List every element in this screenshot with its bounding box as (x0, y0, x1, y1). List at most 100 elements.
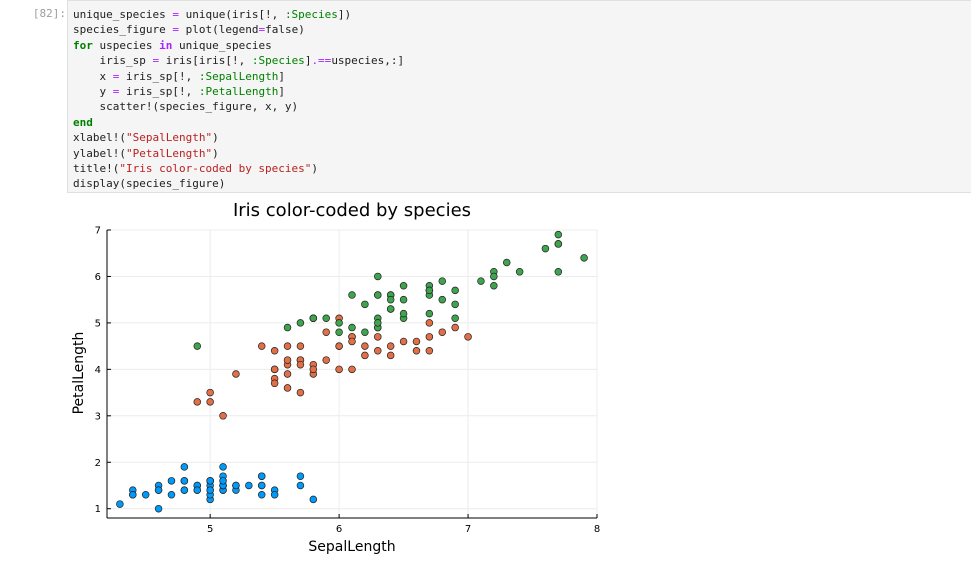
data-point-series-3 (554, 268, 563, 276)
data-point-series-2 (361, 351, 369, 360)
data-point-series-2 (348, 365, 356, 374)
data-point-series-2 (270, 379, 279, 388)
data-point-series-1 (270, 491, 279, 499)
data-point-series-3 (451, 300, 459, 309)
data-points (116, 230, 588, 513)
data-point-series-1 (257, 481, 266, 490)
x-tick-label: 6 (336, 524, 342, 535)
data-point-series-2 (296, 342, 305, 350)
data-point-series-2 (296, 388, 305, 397)
data-point-series-2 (412, 337, 421, 346)
data-point-series-2 (374, 333, 382, 341)
data-point-series-2 (438, 328, 447, 336)
data-point-series-3 (309, 314, 318, 323)
data-point-series-3 (399, 295, 408, 304)
data-point-series-3 (541, 244, 550, 253)
data-point-series-3 (490, 272, 498, 281)
data-point-series-3 (283, 323, 292, 332)
data-point-series-1 (180, 463, 189, 471)
code-line: iris_sp = iris[iris[!, :Species].==uspec… (73, 54, 405, 68)
data-point-series-3 (374, 272, 382, 281)
data-point-series-2 (399, 337, 408, 346)
x-tick-label: 8 (594, 524, 600, 535)
data-point-series-2 (283, 384, 292, 392)
data-point-series-1 (296, 472, 305, 480)
data-point-series-2 (206, 388, 214, 397)
data-point-series-3 (515, 268, 524, 276)
data-point-series-1 (129, 491, 137, 499)
data-point-series-3 (296, 319, 305, 327)
code-editor[interactable]: unique_species = unique(iris[!, :Species… (67, 0, 971, 193)
x-axis-label: SepalLength (308, 539, 395, 555)
data-point-series-2 (335, 342, 343, 350)
data-point-series-1 (257, 472, 266, 480)
data-point-series-3 (322, 314, 330, 323)
data-point-series-3 (386, 295, 395, 304)
x-tick-label: 5 (207, 524, 213, 535)
data-point-series-2 (322, 356, 330, 364)
data-point-series-3 (438, 277, 447, 285)
data-point-series-1 (206, 486, 214, 494)
data-point-series-2 (232, 370, 240, 378)
data-point-series-3 (425, 309, 434, 318)
data-point-series-2 (309, 365, 318, 374)
y-tick-label: 6 (95, 272, 101, 283)
data-point-series-3 (580, 254, 588, 262)
data-point-series-2 (283, 342, 292, 350)
data-point-series-3 (361, 300, 369, 309)
data-point-series-3 (554, 230, 563, 239)
data-point-series-2 (425, 347, 434, 355)
x-tick-label: 7 (465, 524, 471, 535)
y-tick-label: 4 (95, 365, 101, 376)
y-tick-label: 1 (95, 504, 101, 515)
y-tick-label: 5 (95, 318, 101, 329)
code-line: x = iris_sp[!, :SepalLength] (73, 69, 285, 83)
data-point-series-1 (206, 477, 214, 485)
data-point-series-1 (309, 495, 318, 504)
code-line: title!("Iris color-coded by species") (73, 162, 319, 176)
data-point-series-1 (219, 463, 227, 471)
data-point-series-1 (154, 486, 163, 494)
code-line: unique_species = unique(iris[!, :Species… (73, 8, 352, 21)
data-point-series-3 (374, 319, 382, 327)
data-point-series-3 (425, 286, 434, 295)
data-point-series-3 (348, 323, 356, 332)
data-point-series-2 (257, 342, 266, 350)
data-point-series-3 (335, 328, 343, 336)
data-point-series-3 (361, 328, 369, 336)
data-point-series-2 (348, 337, 356, 346)
code-block[interactable]: unique_species = unique(iris[!, :Species… (68, 1, 971, 192)
data-point-series-2 (283, 356, 292, 364)
data-point-series-2 (206, 398, 214, 406)
data-point-series-1 (219, 477, 227, 485)
data-point-series-3 (490, 281, 498, 290)
data-point-series-2 (361, 342, 369, 350)
data-point-series-1 (141, 491, 150, 499)
code-line: y = iris_sp[!, :PetalLength] (73, 85, 285, 99)
data-point-series-2 (270, 347, 279, 355)
data-point-series-3 (502, 258, 511, 267)
code-line: species_figure = plot(legend=false) (73, 23, 305, 37)
data-point-series-1 (167, 491, 176, 499)
scatter-chart: Iris color-coded by species 5 6 7 81234567 … (71, 200, 601, 555)
data-point-series-2 (296, 360, 305, 369)
data-point-series-2 (283, 370, 292, 378)
axes (106, 229, 598, 519)
code-line: ylabel!("PetalLength") (73, 146, 219, 160)
code-line: scatter!(species_figure, x, y) (73, 100, 299, 114)
tick-labels: 5 6 7 8 1 2 3 4 5 6 7 (95, 226, 601, 536)
data-point-series-2 (386, 351, 395, 360)
data-point-series-3 (399, 281, 408, 290)
data-point-series-1 (257, 491, 266, 499)
data-point-series-1 (180, 477, 189, 485)
data-point-series-3 (348, 291, 356, 299)
data-point-series-3 (399, 309, 408, 318)
data-point-series-2 (412, 347, 421, 355)
data-point-series-1 (232, 481, 240, 490)
data-point-series-3 (554, 240, 563, 248)
chart-title: Iris color-coded by species (233, 200, 471, 221)
y-tick-label: 2 (95, 458, 101, 469)
data-point-series-3 (451, 286, 459, 295)
